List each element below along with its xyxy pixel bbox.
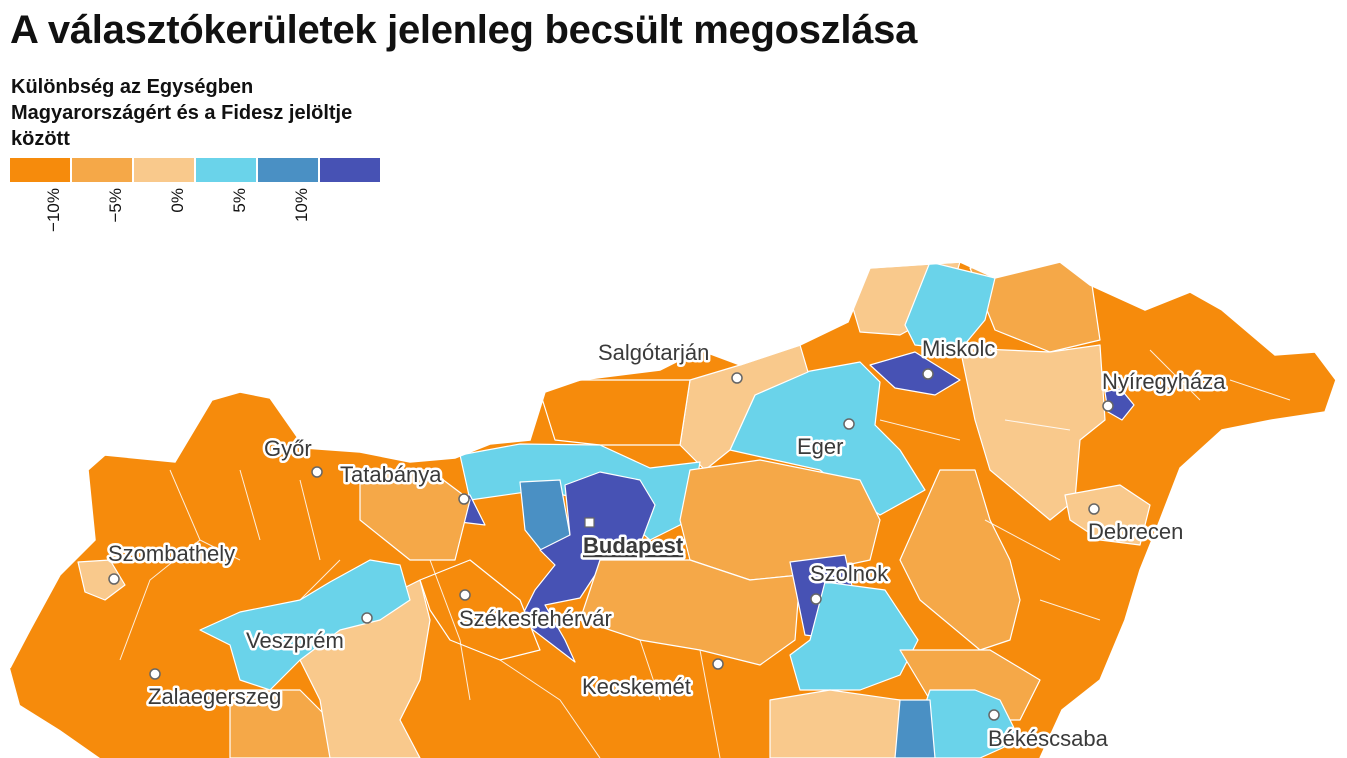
district — [579, 559, 801, 666]
city-dot-gyor — [311, 466, 323, 478]
city-dot-eger — [843, 418, 855, 430]
district — [899, 469, 1021, 651]
city-markers: Salgótarján Miskolc Nyíregyháza Győr Tat… — [106, 334, 1229, 754]
city-dot-veszprem — [361, 612, 373, 624]
district — [1064, 484, 1151, 546]
city-label-zalaegerszeg: Zalaegerszeg — [148, 684, 281, 709]
city-label-nyiregyhaza: Nyíregyháza — [1102, 369, 1226, 394]
city-label-miskolc: Miskolc — [922, 336, 995, 361]
legend-swatch-2 — [72, 158, 132, 182]
city-label-salgotarjan: Salgótarján — [598, 340, 709, 365]
city-dot-debrecen — [1088, 503, 1100, 515]
city-dot-zalaegerszeg — [149, 668, 161, 680]
city-label-gyor: Győr — [264, 436, 312, 461]
city-label-szekesfehervar: Székesfehérvár — [459, 606, 612, 631]
city-label-veszprem: Veszprém — [246, 628, 344, 653]
capital-marker-budapest — [584, 517, 595, 528]
district — [419, 559, 541, 661]
city-label-bekescsaba: Békéscsaba — [988, 726, 1109, 751]
city-dot-miskolc — [922, 368, 934, 380]
city-dot-tatabanya — [458, 493, 470, 505]
page-title: A választókerületek jelenleg becsült meg… — [10, 8, 918, 52]
city-dot-kecskemet — [712, 658, 724, 670]
district — [519, 471, 656, 663]
legend-swatch-3 — [134, 158, 194, 182]
city-dot-bekescsaba — [988, 709, 1000, 721]
district — [789, 581, 919, 691]
city-dot-szombathely — [108, 573, 120, 585]
city-label-debrecen: Debrecen — [1088, 519, 1183, 544]
legend-swatch-5 — [258, 158, 318, 182]
district — [969, 262, 1101, 353]
city-label-szombathely: Szombathely — [108, 541, 235, 566]
district — [869, 351, 961, 396]
district — [199, 559, 411, 691]
legend-swatch-4 — [196, 158, 256, 182]
city-dot-szekesfehervar — [459, 589, 471, 601]
legend-swatch-6 — [320, 158, 380, 182]
district — [539, 379, 691, 446]
city-label-kecskemet: Kecskemét — [582, 674, 691, 699]
district — [769, 689, 901, 758]
city-label-szolnok: Szolnok — [810, 561, 889, 586]
country-outline — [9, 261, 1337, 758]
city-dot-nyiregyhaza — [1102, 400, 1114, 412]
legend-color-scale — [10, 158, 382, 182]
legend-swatch-1 — [10, 158, 70, 182]
legend-title: Különbség az Egységben Magyarországért é… — [11, 76, 353, 150]
city-dot-szolnok — [810, 593, 822, 605]
district — [959, 344, 1106, 521]
district — [359, 469, 471, 561]
district-borders — [119, 349, 1291, 758]
city-dot-salgotarjan — [731, 372, 743, 384]
city-label-tatabanya: Tatabánya — [340, 462, 442, 487]
city-label-budapest: Budapest — [583, 533, 684, 558]
city-label-eger: Eger — [797, 434, 843, 459]
district — [77, 559, 126, 601]
